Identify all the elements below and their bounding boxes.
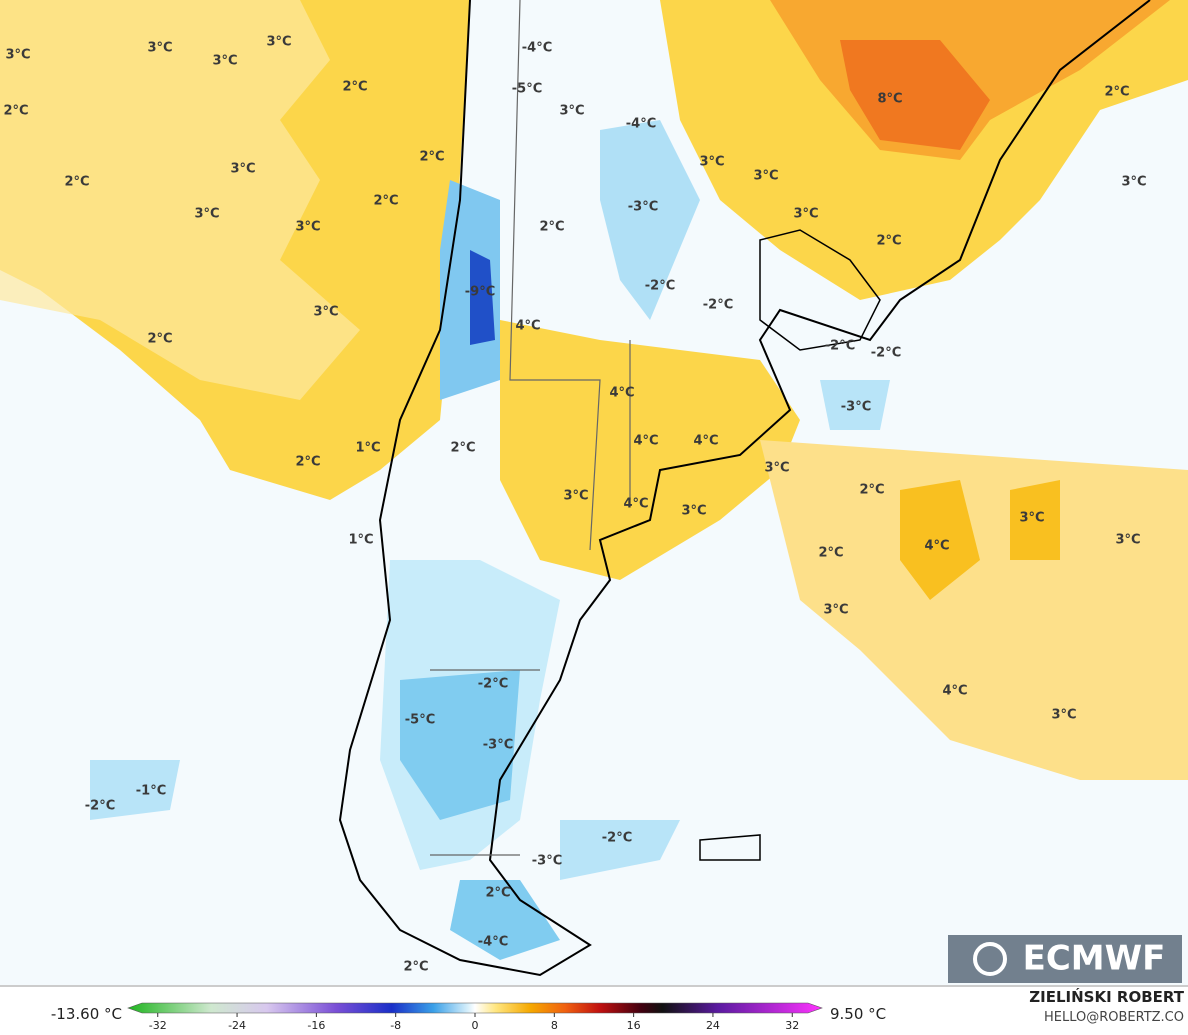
contour-label: -3°C xyxy=(628,200,658,215)
contour-label: 2°C xyxy=(419,150,444,165)
contour-label: 3°C xyxy=(1115,533,1140,548)
map-field xyxy=(0,0,1188,985)
contour-label: -4°C xyxy=(478,935,508,950)
contour-label: 3°C xyxy=(699,155,724,170)
contour-label: 3°C xyxy=(5,48,30,63)
contour-label: 3°C xyxy=(313,305,338,320)
contour-label: 4°C xyxy=(924,539,949,554)
contour-label: 3°C xyxy=(1019,511,1044,526)
logo-icon xyxy=(973,942,1007,976)
contour-label: -2°C xyxy=(645,279,675,294)
colorbar-max: 9.50 °C xyxy=(830,1005,886,1023)
colorbar-tick-label: 16 xyxy=(627,1019,641,1032)
contour-label: 4°C xyxy=(942,684,967,699)
contour-label: 3°C xyxy=(559,104,584,119)
colorbar-tick-label: 24 xyxy=(706,1019,720,1032)
contour-label: 3°C xyxy=(194,207,219,222)
contour-label: 4°C xyxy=(623,497,648,512)
contour-label: 4°C xyxy=(633,434,658,449)
contour-label: 3°C xyxy=(295,220,320,235)
colorbar-tick-label: -16 xyxy=(307,1019,325,1032)
contour-label: 4°C xyxy=(515,319,540,334)
contour-label: -4°C xyxy=(626,117,656,132)
contour-label: -2°C xyxy=(85,799,115,814)
contour-label: 8°C xyxy=(877,92,902,107)
colorbar-bar xyxy=(127,1002,823,1014)
contour-label: 2°C xyxy=(859,483,884,498)
contour-label: 1°C xyxy=(348,533,373,548)
colorbar-tick-label: 0 xyxy=(472,1019,479,1032)
contour-label: 4°C xyxy=(693,434,718,449)
contour-label: 2°C xyxy=(539,220,564,235)
contour-label: 4°C xyxy=(609,386,634,401)
contour-label: 1°C xyxy=(355,441,380,456)
contour-label: 2°C xyxy=(3,104,28,119)
contour-label: 2°C xyxy=(147,332,172,347)
contour-label: 2°C xyxy=(485,886,510,901)
contour-label: 2°C xyxy=(1104,85,1129,100)
contour-label: -5°C xyxy=(405,713,435,728)
colorbar-tick-label: -32 xyxy=(149,1019,167,1032)
contour-label: 2°C xyxy=(818,546,843,561)
contour-label: -5°C xyxy=(512,82,542,97)
colorbar: -13.60 °C 9.50 °C -32 -24 -16 -8 0 8 16 24 32 xyxy=(51,1002,886,1032)
contour-label: 2°C xyxy=(295,455,320,470)
contour-label: 3°C xyxy=(212,54,237,69)
contour-label: 3°C xyxy=(793,207,818,222)
contour-label: 3°C xyxy=(563,489,588,504)
contour-label: 3°C xyxy=(230,162,255,177)
contour-label: 3°C xyxy=(1051,708,1076,723)
contour-label: -3°C xyxy=(483,738,513,753)
logo-text: ECMWF xyxy=(1023,939,1166,979)
colorbar-tick-label: -24 xyxy=(228,1019,246,1032)
contour-label: 3°C xyxy=(147,41,172,56)
logo: ECMWF xyxy=(948,935,1182,983)
colorbar-min: -13.60 °C xyxy=(51,1005,122,1023)
contour-label: -2°C xyxy=(602,831,632,846)
contour-label: 2°C xyxy=(450,441,475,456)
colorbar-tick-label: 8 xyxy=(551,1019,558,1032)
contour-label: 3°C xyxy=(823,603,848,618)
contour-label: 2°C xyxy=(64,175,89,190)
contour-label: 3°C xyxy=(764,461,789,476)
colorbar-tick-label: 32 xyxy=(785,1019,799,1032)
contour-label: -3°C xyxy=(532,854,562,869)
author: ZIELIŃSKI ROBERT xyxy=(1029,987,1184,1006)
contour-label: 2°C xyxy=(373,194,398,209)
contour-label: 3°C xyxy=(681,504,706,519)
contour-label: -2°C xyxy=(871,346,901,361)
contour-label: -9°C xyxy=(465,285,495,300)
contour-label: 2°C xyxy=(876,234,901,249)
contour-label: -3°C xyxy=(841,400,871,415)
contour-labels: 3°C 3°C 3°C 3°C 2°C 2°C 2°C 3°C 2°C 2°C 3°C 3°C 3°C 2… xyxy=(3,35,1146,975)
contour-label: 2°C xyxy=(342,80,367,95)
contour-label: 3°C xyxy=(266,35,291,50)
contour-label: -4°C xyxy=(522,41,552,56)
contour-label: -1°C xyxy=(136,784,166,799)
contour-label: 3°C xyxy=(1121,175,1146,190)
contour-label: 2°C xyxy=(403,960,428,975)
contour-label: -2°C xyxy=(703,298,733,313)
contour-label: -2°C xyxy=(478,677,508,692)
email: HELLO@ROBERTZ.CO xyxy=(1044,1010,1184,1025)
contour-label: 3°C xyxy=(753,169,778,184)
contour-label: -2°C xyxy=(825,339,855,354)
colorbar-tick-label: -8 xyxy=(390,1019,401,1032)
